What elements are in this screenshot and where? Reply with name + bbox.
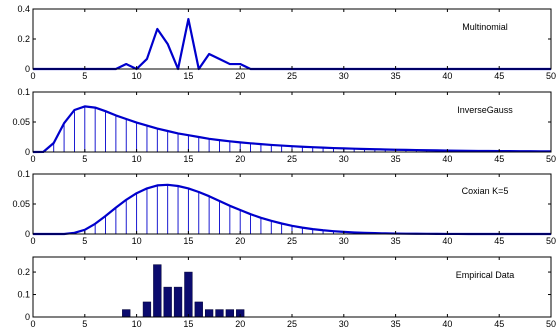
axes-box [32, 91, 552, 153]
x-tick-label: 5 [82, 71, 87, 81]
x-tick-label: 20 [235, 236, 245, 246]
axes-box [32, 8, 552, 70]
x-tick-label: 15 [183, 71, 193, 81]
x-tick-label: 25 [287, 319, 297, 329]
x-tick-label: 40 [442, 319, 452, 329]
bar-x19 [225, 309, 234, 318]
x-tick-label: 0 [30, 236, 35, 246]
axes-box [32, 256, 552, 318]
x-tick-label: 25 [287, 71, 297, 81]
x-tick-label: 45 [494, 319, 504, 329]
y-tick-label: 0.2 [17, 34, 30, 44]
x-tick-label: 50 [546, 319, 556, 329]
x-tick-label: 10 [132, 154, 142, 164]
x-tick-label: 35 [391, 236, 401, 246]
x-tick-label: 10 [132, 71, 142, 81]
y-tick-label: 0.1 [17, 169, 30, 179]
x-tick-label: 35 [391, 319, 401, 329]
bar-x9 [122, 309, 131, 318]
x-tick-label: 50 [546, 154, 556, 164]
x-tick-label: 35 [391, 154, 401, 164]
x-tick-label: 30 [339, 319, 349, 329]
series-label: Coxian K=5 [462, 186, 509, 196]
x-tick-label: 20 [235, 154, 245, 164]
y-tick-label: 0.1 [17, 87, 30, 97]
x-tick-label: 40 [442, 236, 452, 246]
series-label: Empirical Data [456, 270, 515, 280]
y-tick-label: 0 [25, 229, 30, 239]
bar-x15 [184, 271, 193, 318]
series-label: Multinomial [462, 22, 508, 32]
bar-x11 [142, 301, 152, 318]
x-tick-label: 0 [30, 154, 35, 164]
bar-x13 [163, 286, 172, 318]
x-tick-label: 40 [442, 154, 452, 164]
x-tick-label: 30 [339, 236, 349, 246]
x-tick-label: 10 [132, 319, 142, 329]
x-tick-label: 20 [235, 319, 245, 329]
series-label: InverseGauss [457, 105, 513, 115]
chart-panel-1: 0 5 10 15 20 25 30 35 40 45 50 0 0.2 0.4 Multinomial [17, 4, 556, 81]
x-tick-label: 45 [494, 154, 504, 164]
chart-panel-3: 0 5 10 15 20 25 30 35 40 45 50 0 0.05 0.1 Coxian K=5 [12, 169, 556, 246]
x-tick-label: 25 [287, 236, 297, 246]
y-tick-label: 0 [25, 64, 30, 74]
x-tick-label: 50 [546, 236, 556, 246]
bar-x18 [215, 309, 224, 318]
y-tick-label: 0.05 [12, 199, 30, 209]
chart-panel-4: 0 5 10 15 20 25 30 35 40 45 50 0 0.1 0.2 Empirical Dat… [17, 256, 556, 329]
x-tick-label: 5 [82, 319, 87, 329]
chart-panel-2: 0 5 10 15 20 25 30 35 40 45 50 0 0.05 0.1 InverseGauss [12, 87, 556, 164]
x-tick-label: 10 [132, 236, 142, 246]
bar-x12 [153, 264, 162, 318]
x-tick-label: 30 [339, 154, 349, 164]
bar-x16 [194, 301, 203, 318]
x-tick-label: 0 [30, 319, 35, 329]
series-line-2 [32, 105, 552, 154]
x-tick-label: 25 [287, 154, 297, 164]
x-tick-label: 0 [30, 71, 35, 81]
x-tick-label: 45 [494, 236, 504, 246]
y-tick-label: 0.4 [17, 4, 30, 14]
y-tick-label: 0.1 [17, 290, 30, 300]
bar-x17 [204, 309, 214, 318]
y-tick-label: 0 [25, 147, 30, 157]
x-tick-label: 20 [235, 71, 245, 81]
bar-x14 [173, 286, 183, 318]
x-tick-label: 40 [442, 71, 452, 81]
x-tick-label: 50 [546, 71, 556, 81]
x-tick-label: 15 [183, 319, 193, 329]
x-tick-label: 15 [183, 236, 193, 246]
x-tick-label: 45 [494, 71, 504, 81]
x-tick-label: 35 [391, 71, 401, 81]
y-tick-label: 0.05 [12, 117, 30, 127]
y-tick-label: 0 [25, 312, 30, 322]
x-tick-label: 5 [82, 154, 87, 164]
x-tick-label: 5 [82, 236, 87, 246]
y-tick-label: 0.2 [17, 267, 30, 277]
x-tick-label: 15 [183, 154, 193, 164]
x-tick-label: 30 [339, 71, 349, 81]
